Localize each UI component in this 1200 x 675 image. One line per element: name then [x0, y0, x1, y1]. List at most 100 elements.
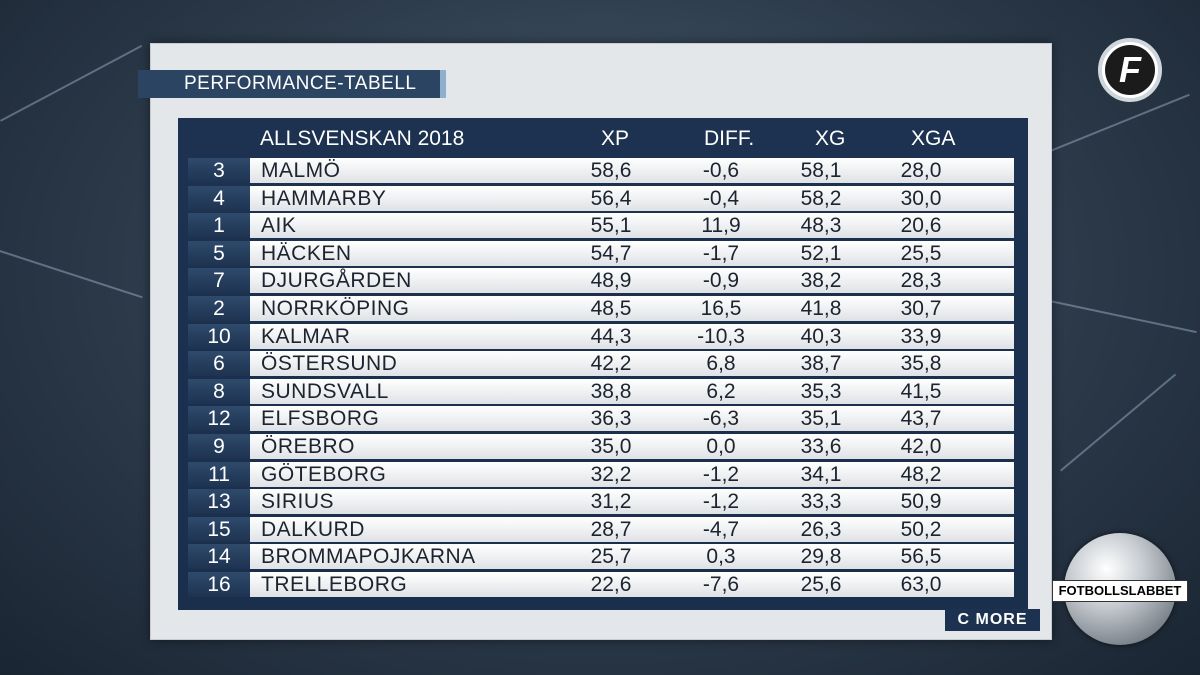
team-cell: AIK [261, 214, 297, 238]
table-row: 8 SUNDSVALL 38,8 6,2 35,3 41,5 [188, 378, 1014, 404]
xp-cell: 56,4 [590, 186, 632, 210]
rank-cell: 1 [188, 213, 250, 239]
xga-cell: 50,2 [900, 517, 942, 541]
xga-cell: 43,7 [900, 407, 942, 431]
rank-cell: 8 [188, 378, 250, 404]
xga-cell: 42,0 [900, 435, 942, 458]
table-row: 2 NORRKÖPING 48,5 16,5 41,8 30,7 [188, 296, 1014, 321]
xg-cell: 29,8 [800, 545, 842, 569]
xp-cell: 22,6 [590, 573, 632, 596]
background-line [1050, 93, 1190, 152]
table-row: 5 HÄCKEN 54,7 -1,7 52,1 25,5 [188, 240, 1014, 266]
xg-cell: 35,3 [800, 379, 842, 403]
table-row: 7 DJURGÅRDEN 48,9 -0,9 38,2 28,3 [188, 268, 1014, 294]
table-row: 15 DALKURD 28,7 -4,7 26,3 50,2 [188, 516, 1014, 542]
xp-cell: 42,2 [590, 352, 632, 376]
team-cell: SIRIUS [261, 490, 335, 514]
team-cell: TRELLEBORG [261, 573, 408, 596]
table-row: 10 KALMAR 44,3 -10,3 40,3 33,9 [188, 323, 1014, 349]
xg-cell: 26,3 [800, 517, 842, 541]
xga-cell: 20,6 [900, 214, 942, 238]
xg-header: XG [815, 127, 846, 150]
table-row: 1 AIK 55,1 11,9 48,3 20,6 [188, 213, 1014, 239]
rank-cell: 12 [188, 406, 250, 432]
xg-cell: 33,6 [800, 435, 842, 458]
team-cell: GÖTEBORG [261, 462, 387, 486]
team-cell: DALKURD [261, 517, 365, 541]
xp-cell: 32,2 [590, 462, 632, 486]
team-cell: MALMÖ [261, 159, 341, 182]
rank-cell: 16 [188, 572, 250, 597]
xga-cell: 41,5 [900, 379, 942, 403]
xg-cell: 38,7 [800, 352, 842, 376]
diff-cell: -0,4 [702, 186, 740, 210]
xg-cell: 58,1 [800, 159, 842, 182]
rank-cell: 10 [188, 323, 250, 349]
background-line [0, 250, 143, 299]
rank-cell: 14 [188, 544, 250, 570]
diff-header: DIFF. [704, 127, 755, 150]
team-cell: ÖREBRO [261, 435, 356, 458]
rank-cell: 9 [188, 434, 250, 459]
xg-cell: 35,1 [800, 407, 842, 431]
rank-cell: 4 [188, 185, 250, 211]
xga-cell: 25,5 [900, 241, 942, 265]
xga-cell: 48,2 [900, 462, 942, 486]
league-header: ALLSVENSKAN 2018 [260, 127, 465, 150]
diff-cell: -1,7 [702, 241, 740, 265]
xp-cell: 44,3 [590, 324, 632, 348]
xg-cell: 25,6 [800, 573, 842, 596]
rank-cell: 7 [188, 268, 250, 294]
xg-cell: 38,2 [800, 269, 842, 293]
xga-cell: 30,0 [900, 186, 942, 210]
logo-letter: F [1105, 45, 1155, 95]
xga-cell: 33,9 [900, 324, 942, 348]
rank-cell: 2 [188, 296, 250, 321]
xg-cell: 41,8 [800, 297, 842, 320]
rank-cell: 13 [188, 489, 250, 515]
table-row: 11 GÖTEBORG 32,2 -1,2 34,1 48,2 [188, 461, 1014, 487]
xp-cell: 28,7 [590, 517, 632, 541]
xp-cell: 35,0 [590, 435, 632, 458]
xg-cell: 58,2 [800, 186, 842, 210]
diff-cell: 11,9 [701, 214, 741, 238]
diff-cell: -1,2 [702, 462, 740, 486]
diff-cell: -1,2 [702, 490, 740, 514]
show-name: FOTBOLLSLABBET [1052, 580, 1188, 602]
xp-cell: 36,3 [590, 407, 632, 431]
xp-cell: 25,7 [590, 545, 632, 569]
xg-cell: 48,3 [800, 214, 842, 238]
table-row: 9 ÖREBRO 35,0 0,0 33,6 42,0 [188, 434, 1014, 459]
rank-cell: 15 [188, 516, 250, 542]
xp-header: XP [601, 127, 630, 150]
table-header: ALLSVENSKAN 2018 XP DIFF. XG XGA [178, 124, 1028, 156]
background-line [1060, 373, 1177, 472]
table-row: 14 BROMMAPOJKARNA 25,7 0,3 29,8 56,5 [188, 544, 1014, 570]
team-cell: NORRKÖPING [261, 297, 410, 320]
xga-cell: 30,7 [900, 297, 942, 320]
diff-cell: -6,3 [702, 407, 740, 431]
team-cell: KALMAR [261, 324, 351, 348]
xp-cell: 58,6 [590, 159, 632, 182]
rank-cell: 3 [188, 158, 250, 183]
sponsor-badge: C MORE [945, 609, 1040, 631]
xg-cell: 52,1 [800, 241, 842, 265]
rank-cell: 11 [188, 461, 250, 487]
diff-cell: 0,3 [706, 545, 736, 569]
team-cell: BROMMAPOJKARNA [261, 545, 476, 569]
background-line [1049, 300, 1197, 334]
xp-cell: 31,2 [590, 490, 632, 514]
diff-cell: 16,5 [700, 297, 742, 320]
xg-cell: 34,1 [800, 462, 842, 486]
team-cell: ÖSTERSUND [261, 352, 398, 376]
table-row: 4 HAMMARBY 56,4 -0,4 58,2 30,0 [188, 185, 1014, 211]
table-row: 16 TRELLEBORG 22,6 -7,6 25,6 63,0 [188, 572, 1014, 597]
xga-header: XGA [911, 127, 956, 150]
fotbollskanalen-logo-icon: F [1098, 38, 1162, 102]
diff-cell: 6,8 [706, 352, 736, 376]
diff-cell: 6,2 [706, 379, 736, 403]
table-row: 6 ÖSTERSUND 42,2 6,8 38,7 35,8 [188, 351, 1014, 377]
team-cell: HÄCKEN [261, 241, 352, 265]
xp-cell: 38,8 [590, 379, 632, 403]
rank-cell: 5 [188, 240, 250, 266]
